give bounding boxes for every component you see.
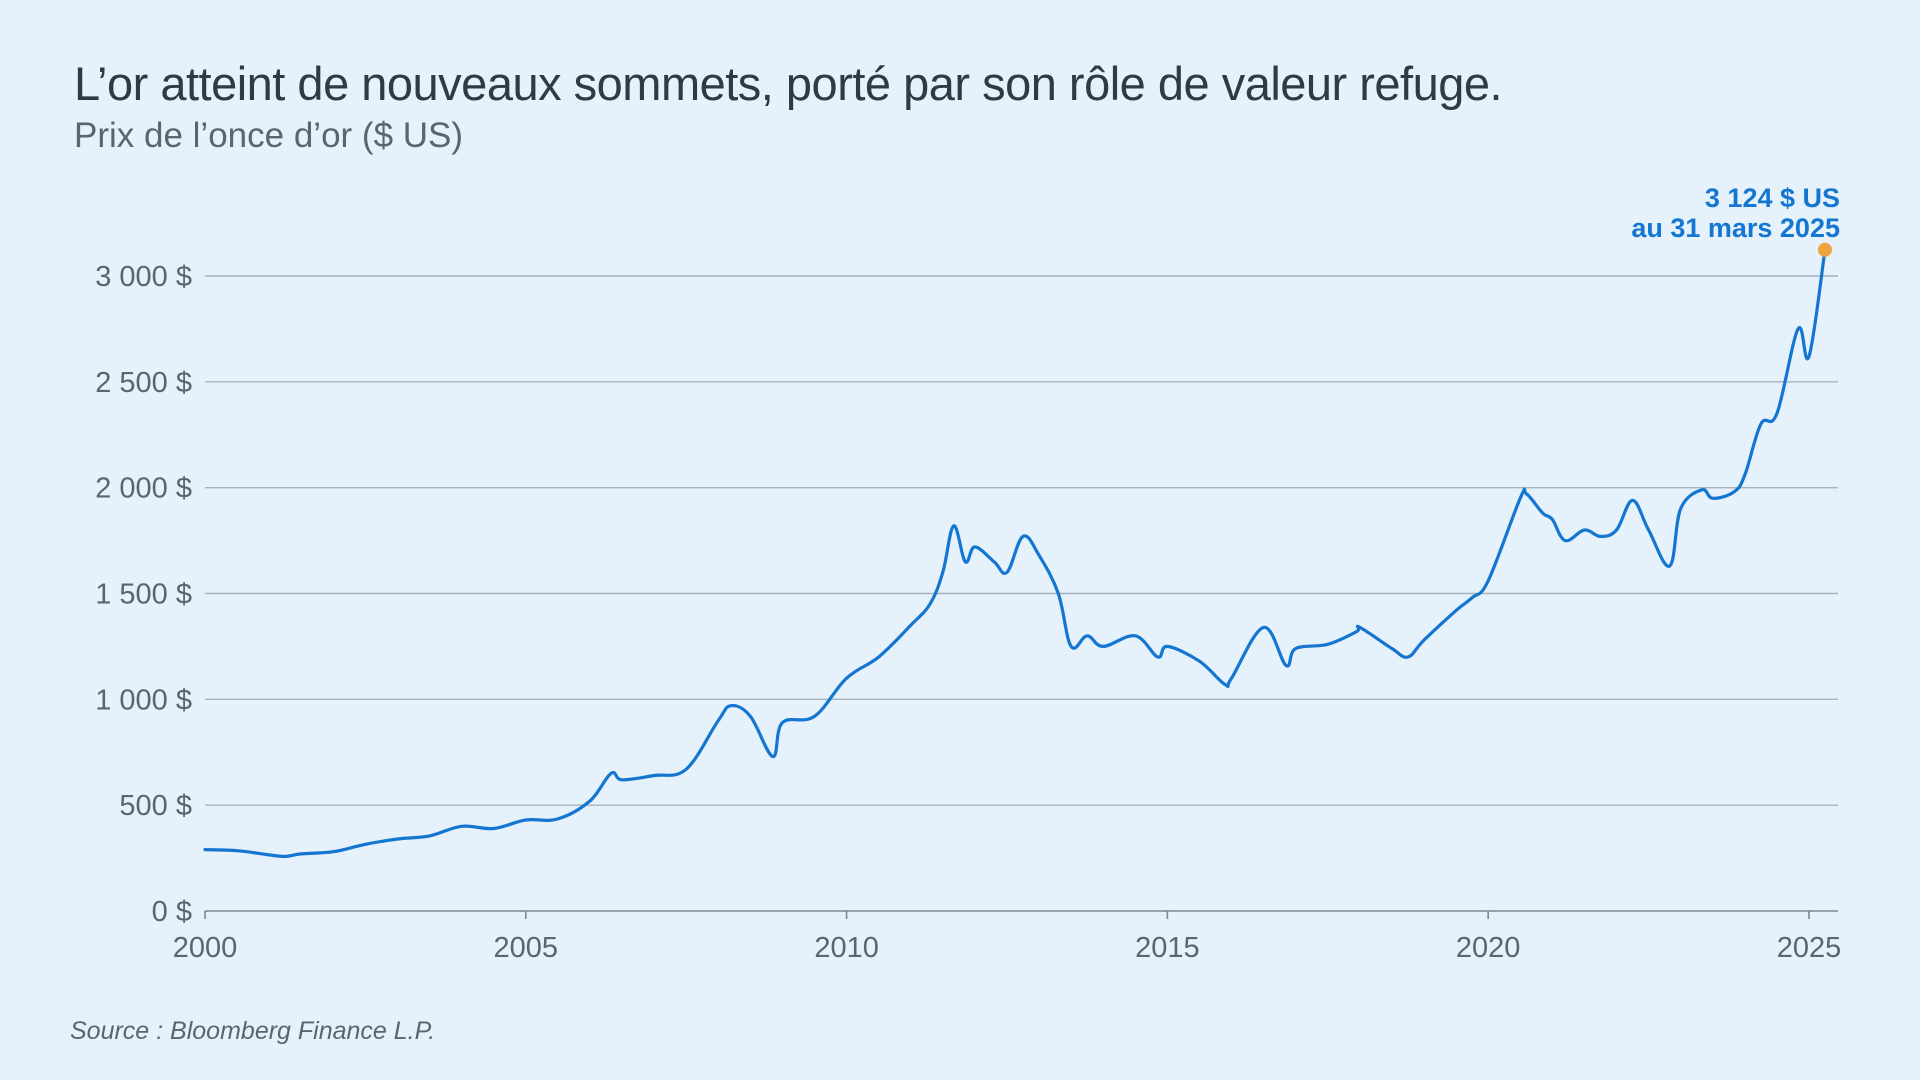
y-tick-label: 1 500 $ xyxy=(95,579,192,611)
source-note: Source : Bloomberg Finance L.P. xyxy=(70,1017,436,1045)
y-tick-label: 500 $ xyxy=(119,790,192,822)
y-tick-label: 2 500 $ xyxy=(95,367,192,399)
y-tick-label: 3 000 $ xyxy=(95,261,192,293)
x-tick-label: 2015 xyxy=(1135,932,1200,964)
chart-title: L’or atteint de nouveaux sommets, porté … xyxy=(74,57,1503,110)
x-axis: 2000 2005 2010 2015 2020 2025 xyxy=(173,910,1842,964)
x-tick-label: 2010 xyxy=(814,932,879,964)
y-tick-label: 2 000 $ xyxy=(95,473,192,505)
chart-subtitle: Prix de l’once d’or ($ US) xyxy=(74,116,464,155)
latest-price-label: 3 124 $ US xyxy=(1705,183,1840,213)
y-tick-label: 1 000 $ xyxy=(95,684,192,716)
y-tick-label: 0 $ xyxy=(152,896,192,928)
grid-lines xyxy=(205,275,1838,806)
x-tick-label: 2025 xyxy=(1777,932,1842,964)
latest-price-marker xyxy=(1818,242,1832,257)
x-tick-label: 2000 xyxy=(173,932,238,964)
latest-date-label: au 31 mars 2025 xyxy=(1631,213,1840,243)
gold-price-line xyxy=(203,248,1827,859)
y-axis-labels: 0 $ 500 $ 1 000 $ 1 500 $ 2 000 $ 2 500 $ 3 00… xyxy=(95,261,192,928)
x-tick-label: 2020 xyxy=(1456,932,1521,964)
x-tick-label: 2005 xyxy=(494,932,559,964)
